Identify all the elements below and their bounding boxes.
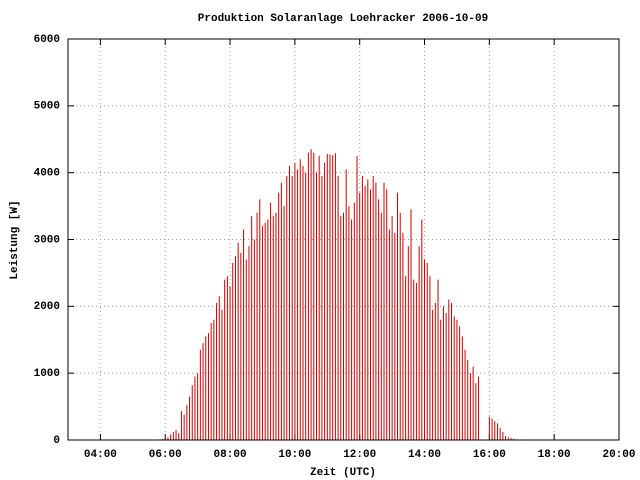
y-tick-label: 1000 bbox=[34, 368, 60, 380]
y-tick-label: 5000 bbox=[34, 101, 60, 113]
x-tick-label: 16:00 bbox=[473, 449, 506, 461]
y-tick-label: 6000 bbox=[34, 34, 60, 46]
plot-frame bbox=[67, 38, 620, 441]
y-tick-label: 3000 bbox=[34, 234, 60, 246]
x-tick-label: 18:00 bbox=[538, 449, 571, 461]
y-tick-label: 0 bbox=[53, 435, 60, 447]
y-tick-label: 2000 bbox=[34, 301, 60, 313]
x-tick-label: 10:00 bbox=[278, 449, 311, 461]
y-tick-label: 4000 bbox=[34, 168, 60, 180]
x-tick-label: 12:00 bbox=[343, 449, 376, 461]
x-tick-label: 14:00 bbox=[408, 449, 441, 461]
y-axis-label: Leistung [W] bbox=[9, 200, 21, 279]
x-tick-label: 20:00 bbox=[602, 449, 635, 461]
chart-title: Produktion Solaranlage Loehracker 2006-1… bbox=[198, 13, 488, 25]
x-tick-label: 04:00 bbox=[84, 449, 117, 461]
x-tick-label: 08:00 bbox=[214, 449, 247, 461]
x-axis-label: Zeit (UTC) bbox=[310, 467, 376, 479]
x-tick-label: 06:00 bbox=[149, 449, 182, 461]
